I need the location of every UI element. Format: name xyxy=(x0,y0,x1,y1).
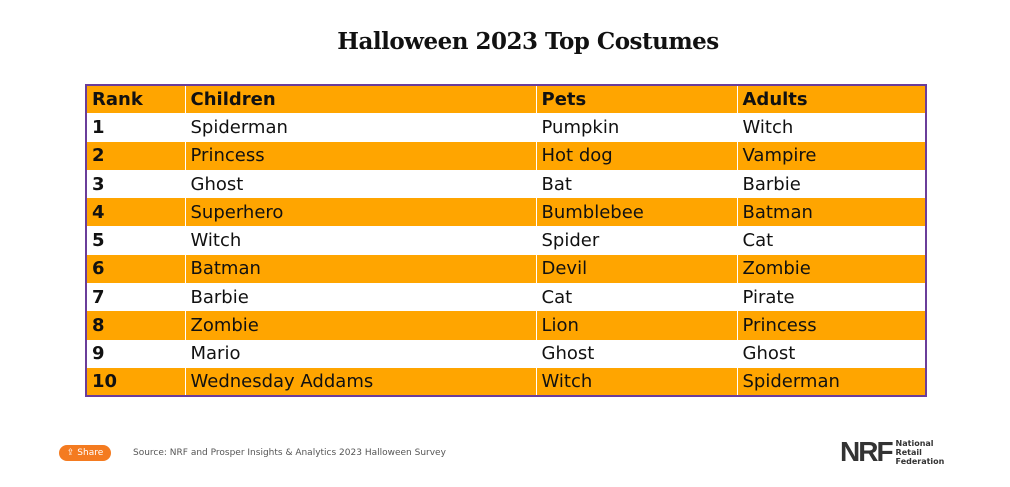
costumes-table: Rank Children Pets Adults 1 Spiderman Pumpkin W… xyxy=(85,84,927,398)
table-row-cell: Devil xyxy=(535,254,737,284)
table-row-cell: Bat xyxy=(535,169,737,199)
nrf-logo-mark: NRF xyxy=(840,436,894,467)
table-row: 3 Ghost Bat Barbie xyxy=(86,169,926,199)
table-row: 1 Spiderman Pumpkin Witch xyxy=(86,113,926,142)
logo-text-line: Federation xyxy=(895,456,945,466)
table-row-cell: Pumpkin xyxy=(535,113,737,142)
table-row-cell: 5 xyxy=(92,230,105,252)
table-row-cell: Ghost xyxy=(535,339,737,368)
table-row-cell: Spiderman xyxy=(736,367,926,397)
table-row-cell: Princess xyxy=(736,311,926,340)
table-row-cell: Batman xyxy=(736,198,926,227)
table-row: 8 Zombie Lion Princess xyxy=(86,311,926,340)
table-row-cell: Cat xyxy=(736,226,926,255)
header-row: Rank Children Pets Adults xyxy=(86,85,926,114)
table-row-cell: 1 xyxy=(92,116,105,138)
table-row: 6 Batman Devil Zombie xyxy=(86,254,926,284)
table-row-cell: Mario xyxy=(184,339,536,368)
header-row-cell: Rank xyxy=(86,85,185,114)
table-row-cell: 9 xyxy=(92,343,105,365)
table-row: 4 Superhero Bumblebee Batman xyxy=(86,198,926,227)
table-row-cell: Vampire xyxy=(736,141,926,170)
table-row-cell: 4 xyxy=(86,198,185,227)
table-row: 10 Wednesday Addams Witch Spiderman xyxy=(86,367,926,397)
logo-text-line: National xyxy=(895,438,934,448)
share-button[interactable]: ⇪ Share xyxy=(59,445,111,461)
table-row-cell: Ghost xyxy=(736,339,926,368)
table-row-cell: 10 xyxy=(86,367,185,397)
table-row-cell: Zombie xyxy=(184,311,536,340)
table-row-cell: Bumblebee xyxy=(535,198,737,227)
table-row: 5 Witch Spider Cat xyxy=(86,226,926,255)
table-row-cell: 7 xyxy=(92,286,105,308)
header-row-cell: Adults xyxy=(736,85,926,114)
page-title: Halloween 2023 Top Costumes xyxy=(337,28,719,55)
table-row-cell: Barbie xyxy=(736,169,926,199)
table-row-cell: 3 xyxy=(92,173,105,195)
source-note: Source: NRF and Prosper Insights & Analy… xyxy=(133,448,446,458)
table-row-cell: 6 xyxy=(86,254,185,284)
table-row-cell: Zombie xyxy=(736,254,926,284)
table-row-cell: Wednesday Addams xyxy=(184,367,536,397)
nrf-logo: NRF National Retail Federation xyxy=(840,438,944,466)
table-row-cell: 2 xyxy=(86,141,185,170)
logo-text-line: Retail xyxy=(895,447,922,457)
table-row: 7 Barbie Cat Pirate xyxy=(86,283,926,312)
header-row-cell: Pets xyxy=(535,85,737,114)
header-row-cell: Children xyxy=(184,85,536,114)
table-row-cell: Superhero xyxy=(184,198,536,227)
table-row-cell: Cat xyxy=(535,283,737,312)
table-row-cell: Hot dog xyxy=(535,141,737,170)
table-row-cell: Witch xyxy=(736,113,926,142)
table-row-cell: Lion xyxy=(535,311,737,340)
table-row-cell: 8 xyxy=(86,311,185,340)
table-row-cell: Barbie xyxy=(184,283,536,312)
table-row-cell: Pirate xyxy=(736,283,926,312)
share-icon: ⇪ xyxy=(66,448,75,458)
table-row: 2 Princess Hot dog Vampire xyxy=(86,141,926,170)
table-row-cell: Batman xyxy=(184,254,536,284)
table-row-cell: Witch xyxy=(535,367,737,397)
table-row: 9 Mario Ghost Ghost xyxy=(86,339,926,368)
table-row-cell: Ghost xyxy=(184,169,536,199)
table-row-cell: Witch xyxy=(184,226,536,255)
table-row-cell: Princess xyxy=(184,141,536,170)
table-row-cell: Spider xyxy=(535,226,737,255)
table-row-cell: Spiderman xyxy=(184,113,536,142)
